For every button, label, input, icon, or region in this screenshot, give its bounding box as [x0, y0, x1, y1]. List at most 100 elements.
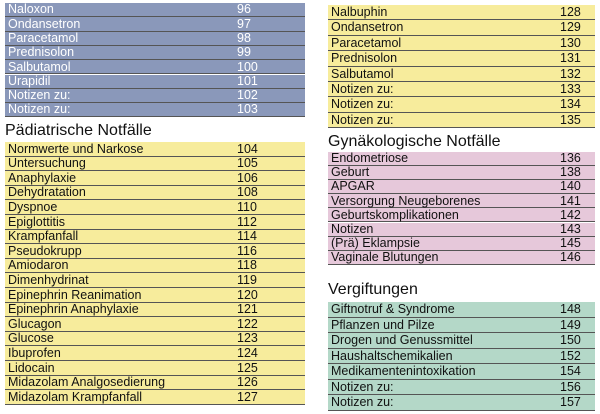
toc-row: Dimenhydrinat 119 — [5, 273, 305, 288]
entry-label: Versorgung Neugeborenes — [331, 193, 481, 208]
toc-row: Salbutamol 100 — [5, 59, 305, 75]
toc-row: Lidocain 125 — [5, 361, 305, 376]
toc-row: Glucagon 122 — [5, 317, 305, 332]
page-number: 100 — [237, 59, 258, 74]
entry-label: Ondansetron — [8, 16, 81, 31]
page-number: 143 — [560, 221, 581, 236]
page-number: 110 — [237, 199, 257, 214]
entry-label: Geburtskomplikationen — [331, 207, 459, 222]
page-number: 146 — [560, 249, 581, 264]
entry-label: Salbutamol — [8, 59, 71, 74]
page-number: 127 — [237, 389, 258, 404]
entry-label: Krampfanfall — [8, 229, 79, 244]
entry-label: Notizen zu: — [8, 102, 71, 117]
page-number: 156 — [560, 379, 581, 394]
section-title: Gynäkologische Notfälle — [328, 133, 501, 150]
page-number: 150 — [560, 333, 581, 347]
entry-label: Notizen — [331, 221, 374, 236]
toc-row: Haushaltschemikalien 152 — [328, 348, 595, 364]
page-number: 140 — [560, 179, 581, 194]
page-number: 122 — [237, 316, 258, 331]
entry-label: Salbutamol — [331, 66, 394, 81]
toc-row: Notizen 143 — [328, 221, 595, 237]
entry-label: Paracetamol — [331, 35, 402, 50]
page-number: 123 — [237, 331, 258, 346]
page-number: 149 — [560, 317, 581, 332]
entry-label: Lidocain — [8, 360, 55, 375]
entry-label: Notizen zu: — [331, 395, 394, 409]
entry-label: Dimenhydrinat — [8, 272, 89, 287]
toc-row: Prednisolon 99 — [5, 45, 305, 61]
page-number: 99 — [237, 45, 251, 60]
toc-row: Epinephrin Anaphylaxie 121 — [5, 302, 305, 318]
toc-row: Dyspnoe 110 — [5, 200, 305, 215]
toc-row: Notizen zu: 157 — [328, 395, 595, 411]
entry-label: Dehydratation — [8, 185, 86, 200]
entry-label: Prednisolon — [331, 51, 398, 66]
entry-label: Pseudokrupp — [8, 243, 82, 258]
entry-label: Untersuchung — [8, 156, 86, 171]
toc-row: Versorgung Neugeborenes 141 — [328, 193, 595, 209]
toc-row: (Prä) Eklampsie 145 — [328, 235, 595, 251]
toc-row: Paracetamol 98 — [5, 30, 305, 46]
entry-label: Midazolam Krampfanfall — [8, 389, 143, 404]
page-number: 145 — [560, 235, 581, 250]
toc-row: Notizen zu: 134 — [328, 97, 595, 113]
page-number: 116 — [237, 243, 257, 258]
toc-row: Ondansetron 97 — [5, 16, 305, 32]
page-number: 101 — [237, 73, 258, 88]
toc-row: Naloxon 96 — [5, 2, 305, 18]
page-number: 152 — [560, 348, 581, 363]
toc-row: Pseudokrupp 116 — [5, 244, 305, 259]
entry-label: Giftnotruf & Syndrome — [331, 302, 455, 316]
page-number: 135 — [560, 112, 581, 127]
toc-row: Dehydratation 108 — [5, 185, 305, 201]
toc-row: Notizen zu: 103 — [5, 102, 305, 118]
toc-row: Ondansetron 129 — [328, 20, 595, 36]
page-number: 134 — [560, 97, 581, 112]
toc-row: Normwerte und Narkose 104 — [5, 142, 305, 157]
page-number: 112 — [237, 214, 257, 229]
toc-row: Notizen zu: 135 — [328, 112, 595, 129]
toc-row: Paracetamol 130 — [328, 35, 595, 52]
page-number: 97 — [237, 16, 251, 31]
entry-label: Glucagon — [8, 316, 62, 331]
section-title: Pädiatrische Notfälle — [5, 122, 152, 139]
toc-row: Untersuchung 105 — [5, 156, 305, 172]
page-number: 128 — [560, 4, 581, 19]
toc-row: Glucose 123 — [5, 331, 305, 347]
entry-label: Ibuprofen — [8, 345, 61, 360]
toc-row: APGAR 140 — [328, 179, 595, 195]
toc-row: Prednisolon 131 — [328, 51, 595, 67]
entry-label: Paracetamol — [8, 30, 79, 45]
toc-row: Endometriose 136 — [328, 152, 595, 167]
toc-row: Amiodaron 118 — [5, 258, 305, 274]
toc-row: Midazolam Krampfanfall 127 — [5, 390, 305, 405]
page-number: 154 — [560, 364, 581, 378]
page-number: 133 — [560, 81, 581, 96]
entry-label: Medikamentenintoxikation — [331, 364, 476, 378]
toc-row: Notizen zu: 102 — [5, 88, 305, 104]
page-number: 102 — [237, 88, 258, 103]
entry-label: Urapidil — [8, 73, 51, 88]
entry-label: Notizen zu: — [331, 81, 394, 96]
entry-label: Epinephrin Anaphylaxie — [8, 302, 139, 317]
toc-row: Drogen und Genussmittel 150 — [328, 333, 595, 349]
page-number: 124 — [237, 345, 258, 360]
page-number: 114 — [237, 229, 257, 244]
entry-label: APGAR — [331, 179, 375, 194]
entry-label: Normwerte und Narkose — [8, 141, 144, 156]
entry-label: Ondansetron — [331, 20, 404, 35]
page-number: 157 — [560, 395, 581, 409]
entry-label: Drogen und Genussmittel — [331, 333, 473, 347]
entry-label: Midazolam Analgosedierung — [8, 375, 166, 390]
toc-row: Nalbuphin 128 — [328, 4, 595, 21]
section-title: Vergiftungen — [328, 281, 418, 298]
entry-label: Dyspnoe — [8, 199, 58, 214]
page-number: 98 — [237, 30, 251, 45]
toc-row: Geburt 138 — [328, 166, 595, 181]
page-number: 126 — [237, 375, 258, 390]
page-number: 96 — [237, 2, 251, 17]
entry-label: Notizen zu: — [331, 379, 394, 394]
